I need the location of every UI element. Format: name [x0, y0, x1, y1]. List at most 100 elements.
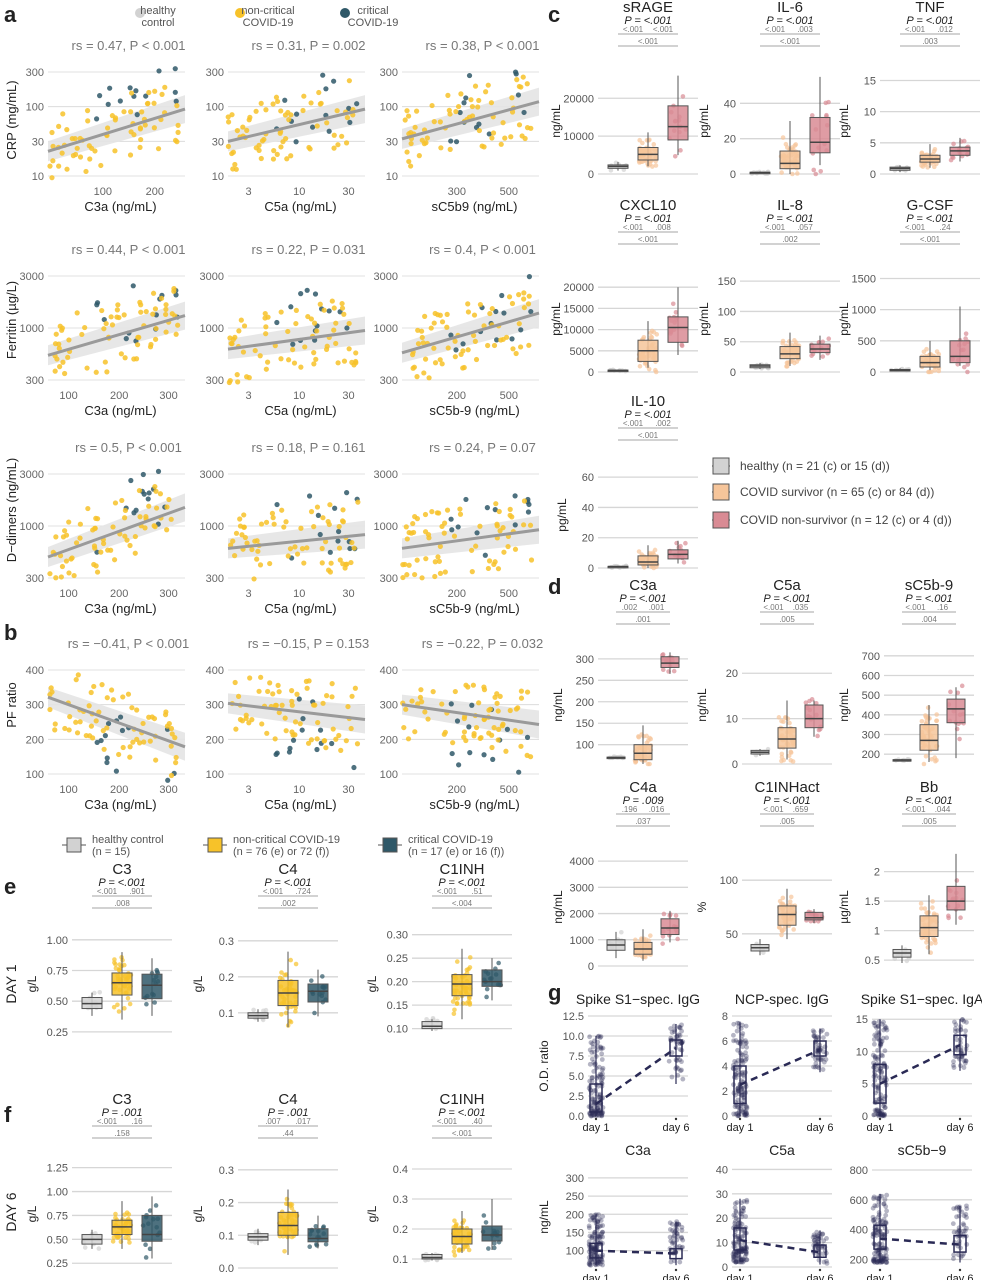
y-axis-label: pg/mL: [697, 302, 711, 336]
data-point: [452, 354, 458, 360]
y-tick-label: 500: [862, 690, 880, 702]
data-point: [465, 347, 471, 353]
data-point: [516, 83, 522, 90]
box: [919, 915, 939, 937]
data-point: [422, 313, 428, 319]
data-point: [149, 714, 155, 720]
data-point: [732, 1059, 738, 1064]
data-point: [127, 152, 134, 158]
confidence-band: [48, 301, 185, 366]
data-point: [422, 529, 429, 535]
data-point: [588, 1113, 594, 1119]
data-point: [881, 1096, 887, 1102]
data-point: [101, 746, 107, 752]
data-point: [62, 370, 68, 377]
figure-layer: abcdefghealthycontrolnon-criticalCOVID-1…: [3, 0, 982, 1285]
y-tick-label: 1.25: [47, 1163, 68, 1175]
correlation-stat: rs = 0.38, P < 0.001: [426, 38, 540, 53]
data-point: [678, 1068, 683, 1074]
data-point: [883, 1249, 889, 1255]
data-point: [404, 536, 410, 542]
data-point: [496, 508, 502, 515]
box-subplot: C3P = <.001<.001.901.0080.250.500.751.00…: [25, 861, 172, 1039]
x-axis-label: C5a (ng/mL): [264, 199, 336, 214]
data-point: [94, 569, 101, 575]
data-point: [821, 1049, 827, 1055]
data-point: [111, 1004, 117, 1010]
p-value: P = <.001: [906, 15, 953, 27]
data-point: [875, 1108, 881, 1113]
y-tick-label: 0.1: [393, 1254, 408, 1266]
y-tick-label: 0: [588, 563, 594, 575]
data-point: [126, 1236, 131, 1242]
data-point: [879, 1258, 885, 1264]
data-point: [144, 1001, 149, 1007]
data-point: [872, 1054, 878, 1060]
data-point: [736, 1091, 742, 1097]
data-point: [596, 1257, 602, 1263]
y-tick-label: 10000: [563, 131, 594, 143]
legend-mid-swatch: [207, 837, 223, 853]
data-point: [92, 525, 98, 532]
box-subplot: C3P = .001<.001.16.1580.250.500.751.001.…: [25, 1091, 172, 1270]
data-point: [450, 740, 456, 746]
subplot-title: IL-8: [777, 197, 803, 214]
data-point: [679, 1059, 684, 1065]
data-point: [278, 356, 284, 362]
data-point: [739, 1221, 745, 1227]
data-point: [931, 164, 937, 170]
data-point: [595, 1262, 601, 1267]
data-point: [323, 86, 329, 92]
data-point: [227, 378, 233, 384]
data-point: [744, 1111, 750, 1116]
data-point: [73, 540, 80, 546]
data-point: [164, 723, 171, 729]
y-axis-label: O.D. ratio: [537, 1040, 551, 1092]
y-tick-label: 0.25: [387, 953, 408, 965]
data-point: [173, 760, 179, 766]
comparison-p: <.001: [623, 419, 644, 428]
y-tick-label: 4000: [570, 856, 594, 868]
data-point: [101, 316, 107, 323]
data-point: [419, 575, 425, 581]
trend-line: [227, 701, 366, 722]
data-point: [961, 1228, 967, 1234]
comparison-p: <.001: [765, 25, 786, 34]
legend-mid-label: (n = 17 (e) or 16 (f)): [408, 846, 504, 858]
data-point: [733, 1213, 738, 1219]
data-point: [285, 553, 291, 559]
x-tick-label: 500: [500, 784, 518, 796]
data-point: [116, 1009, 122, 1014]
comparison-p: <.001: [765, 223, 786, 232]
data-point: [467, 750, 473, 756]
box: [953, 1034, 967, 1056]
legend-mid-item: non-critical COVID-19(n = 76 (e) or 72 (…: [203, 834, 340, 858]
data-point: [138, 136, 144, 143]
data-point: [667, 1220, 673, 1226]
data-point: [741, 1258, 747, 1263]
data-point: [111, 557, 118, 563]
data-point: [451, 1249, 457, 1254]
data-point: [521, 290, 527, 296]
data-point: [120, 957, 125, 963]
data-point: [282, 1248, 287, 1254]
data-point: [520, 74, 526, 80]
x-tick-label: day 1: [867, 1122, 894, 1134]
y-axis-label: ng/mL: [837, 688, 851, 722]
data-point: [811, 1232, 817, 1238]
data-point: [412, 729, 418, 735]
data-point: [473, 356, 480, 363]
data-point: [314, 123, 320, 129]
data-point: [175, 122, 181, 128]
data-point: [598, 1072, 604, 1078]
data-point: [815, 1233, 821, 1239]
data-point: [324, 120, 330, 126]
data-point: [679, 342, 685, 347]
data-point: [934, 712, 939, 717]
x-tick-label: 30: [342, 390, 354, 402]
data-point: [143, 308, 149, 315]
y-tick-label: 300: [206, 700, 224, 712]
data-point: [734, 1258, 739, 1264]
data-point: [343, 140, 350, 146]
data-point: [122, 533, 128, 539]
